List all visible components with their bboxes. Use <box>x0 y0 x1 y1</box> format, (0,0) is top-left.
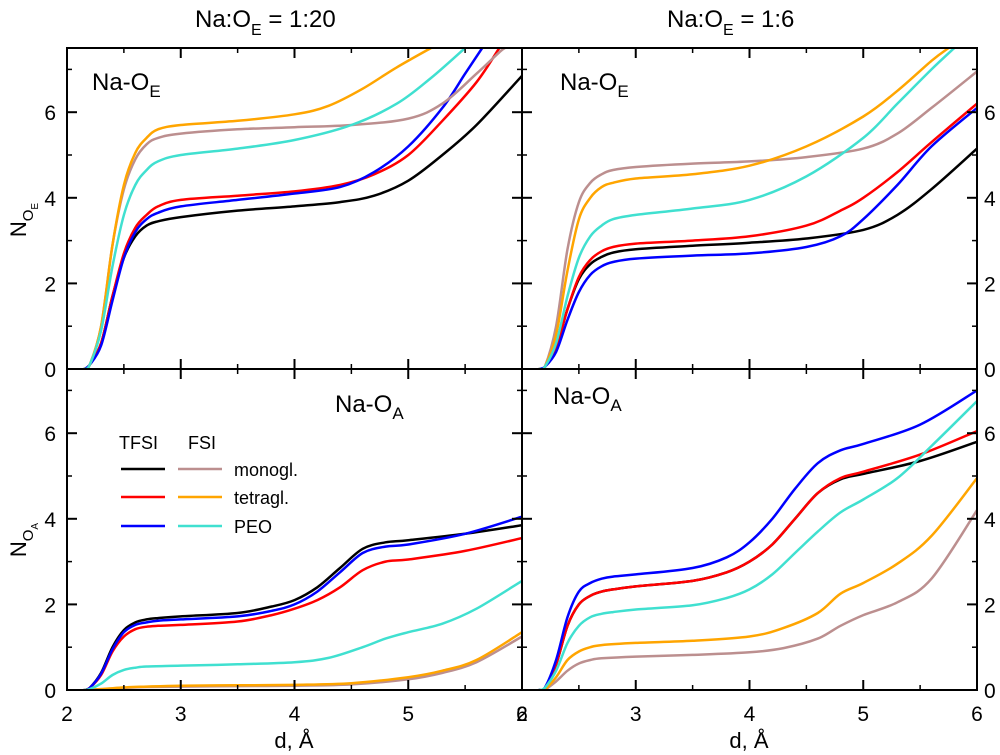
y-axis-title-top: NOE <box>6 203 41 238</box>
x-tick-label: 6 <box>516 703 528 726</box>
series-line-top-right-1 <box>538 102 977 369</box>
frame-layer <box>66 47 978 691</box>
column-title-left: Na:OE = 1:20 <box>195 6 336 39</box>
y-tick-label-right: 0 <box>984 359 996 382</box>
panel-label-top-right: Na-OE <box>560 69 629 101</box>
series-line-top-left-0 <box>83 74 522 369</box>
y-tick-label-right: 4 <box>984 188 996 211</box>
x-tick-label: 5 <box>857 703 869 726</box>
y-tick-label-left: 4 <box>44 509 56 532</box>
series-line-top-right-2 <box>538 106 977 369</box>
series-line-top-right-0 <box>538 147 977 369</box>
y-tick-label-right: 0 <box>984 680 996 703</box>
x-tick-label: 5 <box>402 703 414 726</box>
panel-label-top-left: Na-OE <box>92 69 161 101</box>
panel-label-bottom-left: Na-OA <box>335 391 404 423</box>
series-line-bottom-left-3 <box>84 635 522 690</box>
y-tick-label-left: 6 <box>44 423 56 446</box>
series-line-bottom-right-3 <box>544 509 977 690</box>
series-line-top-right-3 <box>538 70 977 369</box>
legend-label-peo: PEO <box>234 517 272 537</box>
series-line-bottom-right-4 <box>543 477 977 690</box>
legend-label-tetragl: tetragl. <box>234 488 289 508</box>
series-line-bottom-left-2 <box>83 515 522 690</box>
panel-label-bottom-right: Na-OA <box>553 383 622 415</box>
y-tick-label-right: 2 <box>984 273 996 296</box>
x-tick-label: 6 <box>971 703 983 726</box>
x-tick-label: 4 <box>744 703 756 726</box>
column-title-right: Na:OE = 1:6 <box>667 6 794 39</box>
series-line-bottom-right-1 <box>538 429 977 690</box>
legend: TFSI FSI monogl. tetragl. PEO <box>119 433 298 537</box>
series-line-top-left-2 <box>83 48 484 369</box>
y-tick-label-left: 0 <box>44 359 56 382</box>
x-axis-title-right: d, Å <box>729 728 768 753</box>
series-line-top-left-4 <box>83 48 432 369</box>
panel-top-right-series <box>538 48 977 369</box>
x-tick-label: 2 <box>61 703 73 726</box>
legend-label-monogl: monogl. <box>234 460 298 480</box>
panel-bottom-left-series <box>83 515 522 690</box>
panel-bottom-right-series <box>538 389 977 690</box>
series-line-bottom-left-5 <box>83 579 522 690</box>
x-tick-label: 2 <box>516 703 528 726</box>
y-tick-label-left: 2 <box>44 594 56 617</box>
y-tick-label-left: 0 <box>44 680 56 703</box>
x-axis-title-left: d, Å <box>274 728 313 753</box>
x-tick-label: 3 <box>630 703 642 726</box>
series-line-top-left-5 <box>83 48 466 369</box>
panel-top-left-series <box>83 48 522 369</box>
legend-header-tfsi: TFSI <box>119 433 158 453</box>
panel-frame-bottom-left <box>66 368 523 691</box>
y-tick-label-right: 6 <box>984 423 996 446</box>
series-line-bottom-left-4 <box>84 631 522 690</box>
series-line-top-left-3 <box>83 48 506 369</box>
series-line-top-right-5 <box>538 48 956 369</box>
y-tick-label-right: 2 <box>984 594 996 617</box>
series-line-bottom-right-5 <box>538 400 977 690</box>
series-line-bottom-right-0 <box>538 440 977 690</box>
y-tick-label-right: 6 <box>984 102 996 125</box>
legend-header-fsi: FSI <box>188 433 216 453</box>
y-axis-title-bottom: NOA <box>6 523 41 558</box>
series-line-bottom-right-2 <box>538 389 977 690</box>
x-tick-label: 4 <box>289 703 301 726</box>
y-tick-label-left: 2 <box>44 273 56 296</box>
y-tick-label-right: 4 <box>984 509 996 532</box>
series-layer <box>83 48 977 690</box>
series-line-top-left-1 <box>83 48 501 369</box>
panel-frame-bottom-right <box>521 368 978 691</box>
y-tick-label-left: 6 <box>44 102 56 125</box>
y-tick-label-left: 4 <box>44 188 56 211</box>
series-line-top-right-4 <box>538 48 950 369</box>
x-tick-label: 3 <box>175 703 187 726</box>
